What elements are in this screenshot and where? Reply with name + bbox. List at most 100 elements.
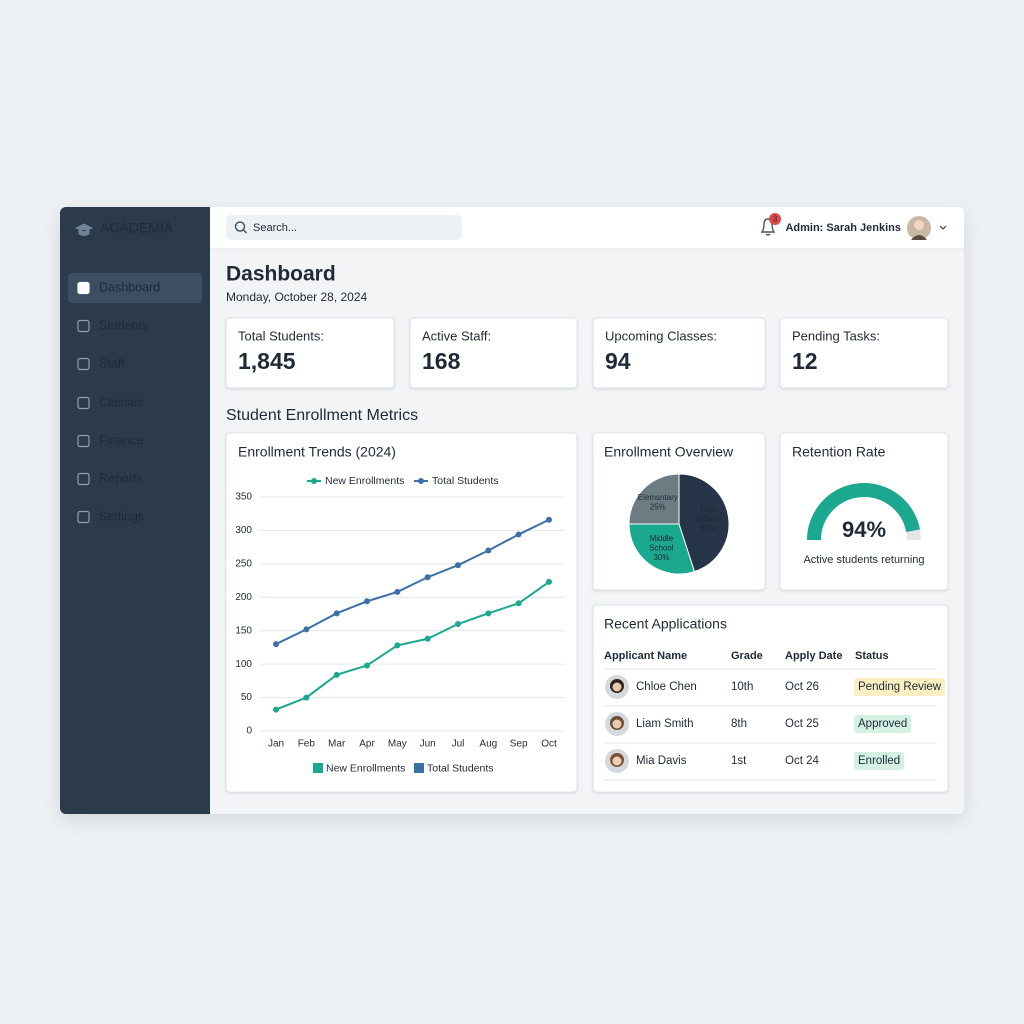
x-tick-label: Sep xyxy=(510,739,528,750)
page-title: Dashboard xyxy=(226,263,336,286)
stat-label: Total Students: xyxy=(238,328,324,343)
pie-label: Elemsntary xyxy=(638,493,678,502)
legend-label: New Enrollments xyxy=(325,475,404,487)
user-menu-chevron[interactable] xyxy=(939,225,947,230)
user-name: Admin: Sarah Jenkins xyxy=(785,222,901,234)
column-header: Apply Date xyxy=(785,650,842,662)
page-date: Monday, October 28, 2024 xyxy=(226,290,368,304)
x-tick-label: Jan xyxy=(268,739,284,750)
pie-slice xyxy=(628,473,680,525)
y-tick-label: 250 xyxy=(235,558,252,569)
pie-label: High School xyxy=(696,505,721,523)
x-tick-label: Apr xyxy=(359,739,375,750)
nav-item[interactable]: Reports xyxy=(99,471,143,485)
y-tick-label: 350 xyxy=(235,492,252,503)
column-header: Grade xyxy=(731,650,763,662)
card xyxy=(225,432,578,793)
legend-swatch xyxy=(313,763,323,773)
sidebar xyxy=(60,207,210,814)
gauge-caption: Active students returning xyxy=(803,554,924,566)
apply-date: Oct 25 xyxy=(785,718,819,730)
card xyxy=(592,604,949,793)
brand-icon xyxy=(74,223,94,236)
applicant-avatar xyxy=(612,719,622,729)
pie-slice xyxy=(678,473,730,573)
search-icon xyxy=(242,229,248,234)
data-point xyxy=(394,588,401,595)
data-point xyxy=(515,531,522,538)
stat-value: 94 xyxy=(605,348,631,374)
status-badge xyxy=(854,752,905,770)
pie-value-label: 30% xyxy=(653,553,669,562)
stat-label: Active Staff: xyxy=(422,328,491,343)
line-series xyxy=(275,581,550,711)
legend-label: New Enrollments xyxy=(326,762,405,774)
line-series xyxy=(275,518,550,645)
nav-icon xyxy=(77,281,90,295)
legend-label: Total Students xyxy=(427,762,494,774)
bell-icon[interactable] xyxy=(760,218,776,236)
nav-item[interactable]: Staff xyxy=(99,356,125,370)
nav-item[interactable]: Students xyxy=(99,318,148,332)
legend-swatch xyxy=(418,478,424,484)
apply-date: Oct 24 xyxy=(785,755,819,767)
column-header: Status xyxy=(855,650,889,662)
data-point xyxy=(303,694,310,701)
section-title: Student Enrollment Metrics xyxy=(226,407,418,424)
nav-icon xyxy=(77,434,90,448)
status-label: Approved xyxy=(858,718,907,730)
data-point xyxy=(303,626,310,633)
y-tick-label: 200 xyxy=(235,592,252,603)
applicant-grade: 1st xyxy=(731,755,747,767)
y-tick-label: 50 xyxy=(241,692,253,703)
nav-item[interactable]: Dashboard xyxy=(99,280,160,294)
column-header: Applicant Name xyxy=(604,650,687,662)
applicant-avatar xyxy=(612,682,622,692)
chart-title: Enrollment Trends (2024) xyxy=(238,444,396,460)
search-box[interactable] xyxy=(226,215,462,240)
notification-badge xyxy=(769,213,781,225)
pie-label: Middle School xyxy=(649,534,674,553)
status-label: Enrolled xyxy=(858,755,900,767)
x-tick-label: May xyxy=(388,739,407,750)
card xyxy=(779,317,949,389)
gauge-label: 94% xyxy=(842,517,886,542)
card xyxy=(592,317,766,389)
stat-label: Upcoming Classes: xyxy=(605,328,717,343)
nav-item[interactable]: Settings xyxy=(99,509,144,523)
pie-value-label: 25% xyxy=(650,503,666,512)
status-badge xyxy=(854,715,912,733)
x-tick-label: Oct xyxy=(541,739,557,750)
x-tick-label: Mar xyxy=(328,739,346,750)
applicant-grade: 10th xyxy=(731,681,753,693)
search-icon xyxy=(234,221,246,232)
apply-date: Oct 26 xyxy=(785,681,819,693)
data-point xyxy=(273,641,279,648)
applicant-grade: 8th xyxy=(731,718,747,730)
status-badge xyxy=(854,678,946,696)
card xyxy=(779,432,949,591)
stat-value: 1,845 xyxy=(238,348,296,374)
data-point xyxy=(424,574,431,581)
chart-title: Enrollment Overview xyxy=(604,444,734,460)
nav-item[interactable]: Finance xyxy=(99,433,144,447)
data-point xyxy=(455,562,461,569)
user-avatar xyxy=(911,235,927,240)
data-point xyxy=(546,516,552,523)
legend-swatch xyxy=(414,763,424,773)
nav-active xyxy=(68,273,202,303)
search-placeholder: Search... xyxy=(253,222,297,234)
x-tick-label: Aug xyxy=(479,739,497,750)
nav-icon xyxy=(77,472,90,486)
table-title: Recent Applications xyxy=(604,616,727,632)
nav-item[interactable]: Classes xyxy=(99,395,143,409)
nav-icon xyxy=(77,396,90,410)
data-point xyxy=(333,610,340,617)
status-label: Pending Review xyxy=(858,681,942,693)
notification-count: 3 xyxy=(773,215,778,224)
data-point xyxy=(546,578,552,585)
data-point xyxy=(515,600,522,607)
data-point xyxy=(485,547,492,554)
